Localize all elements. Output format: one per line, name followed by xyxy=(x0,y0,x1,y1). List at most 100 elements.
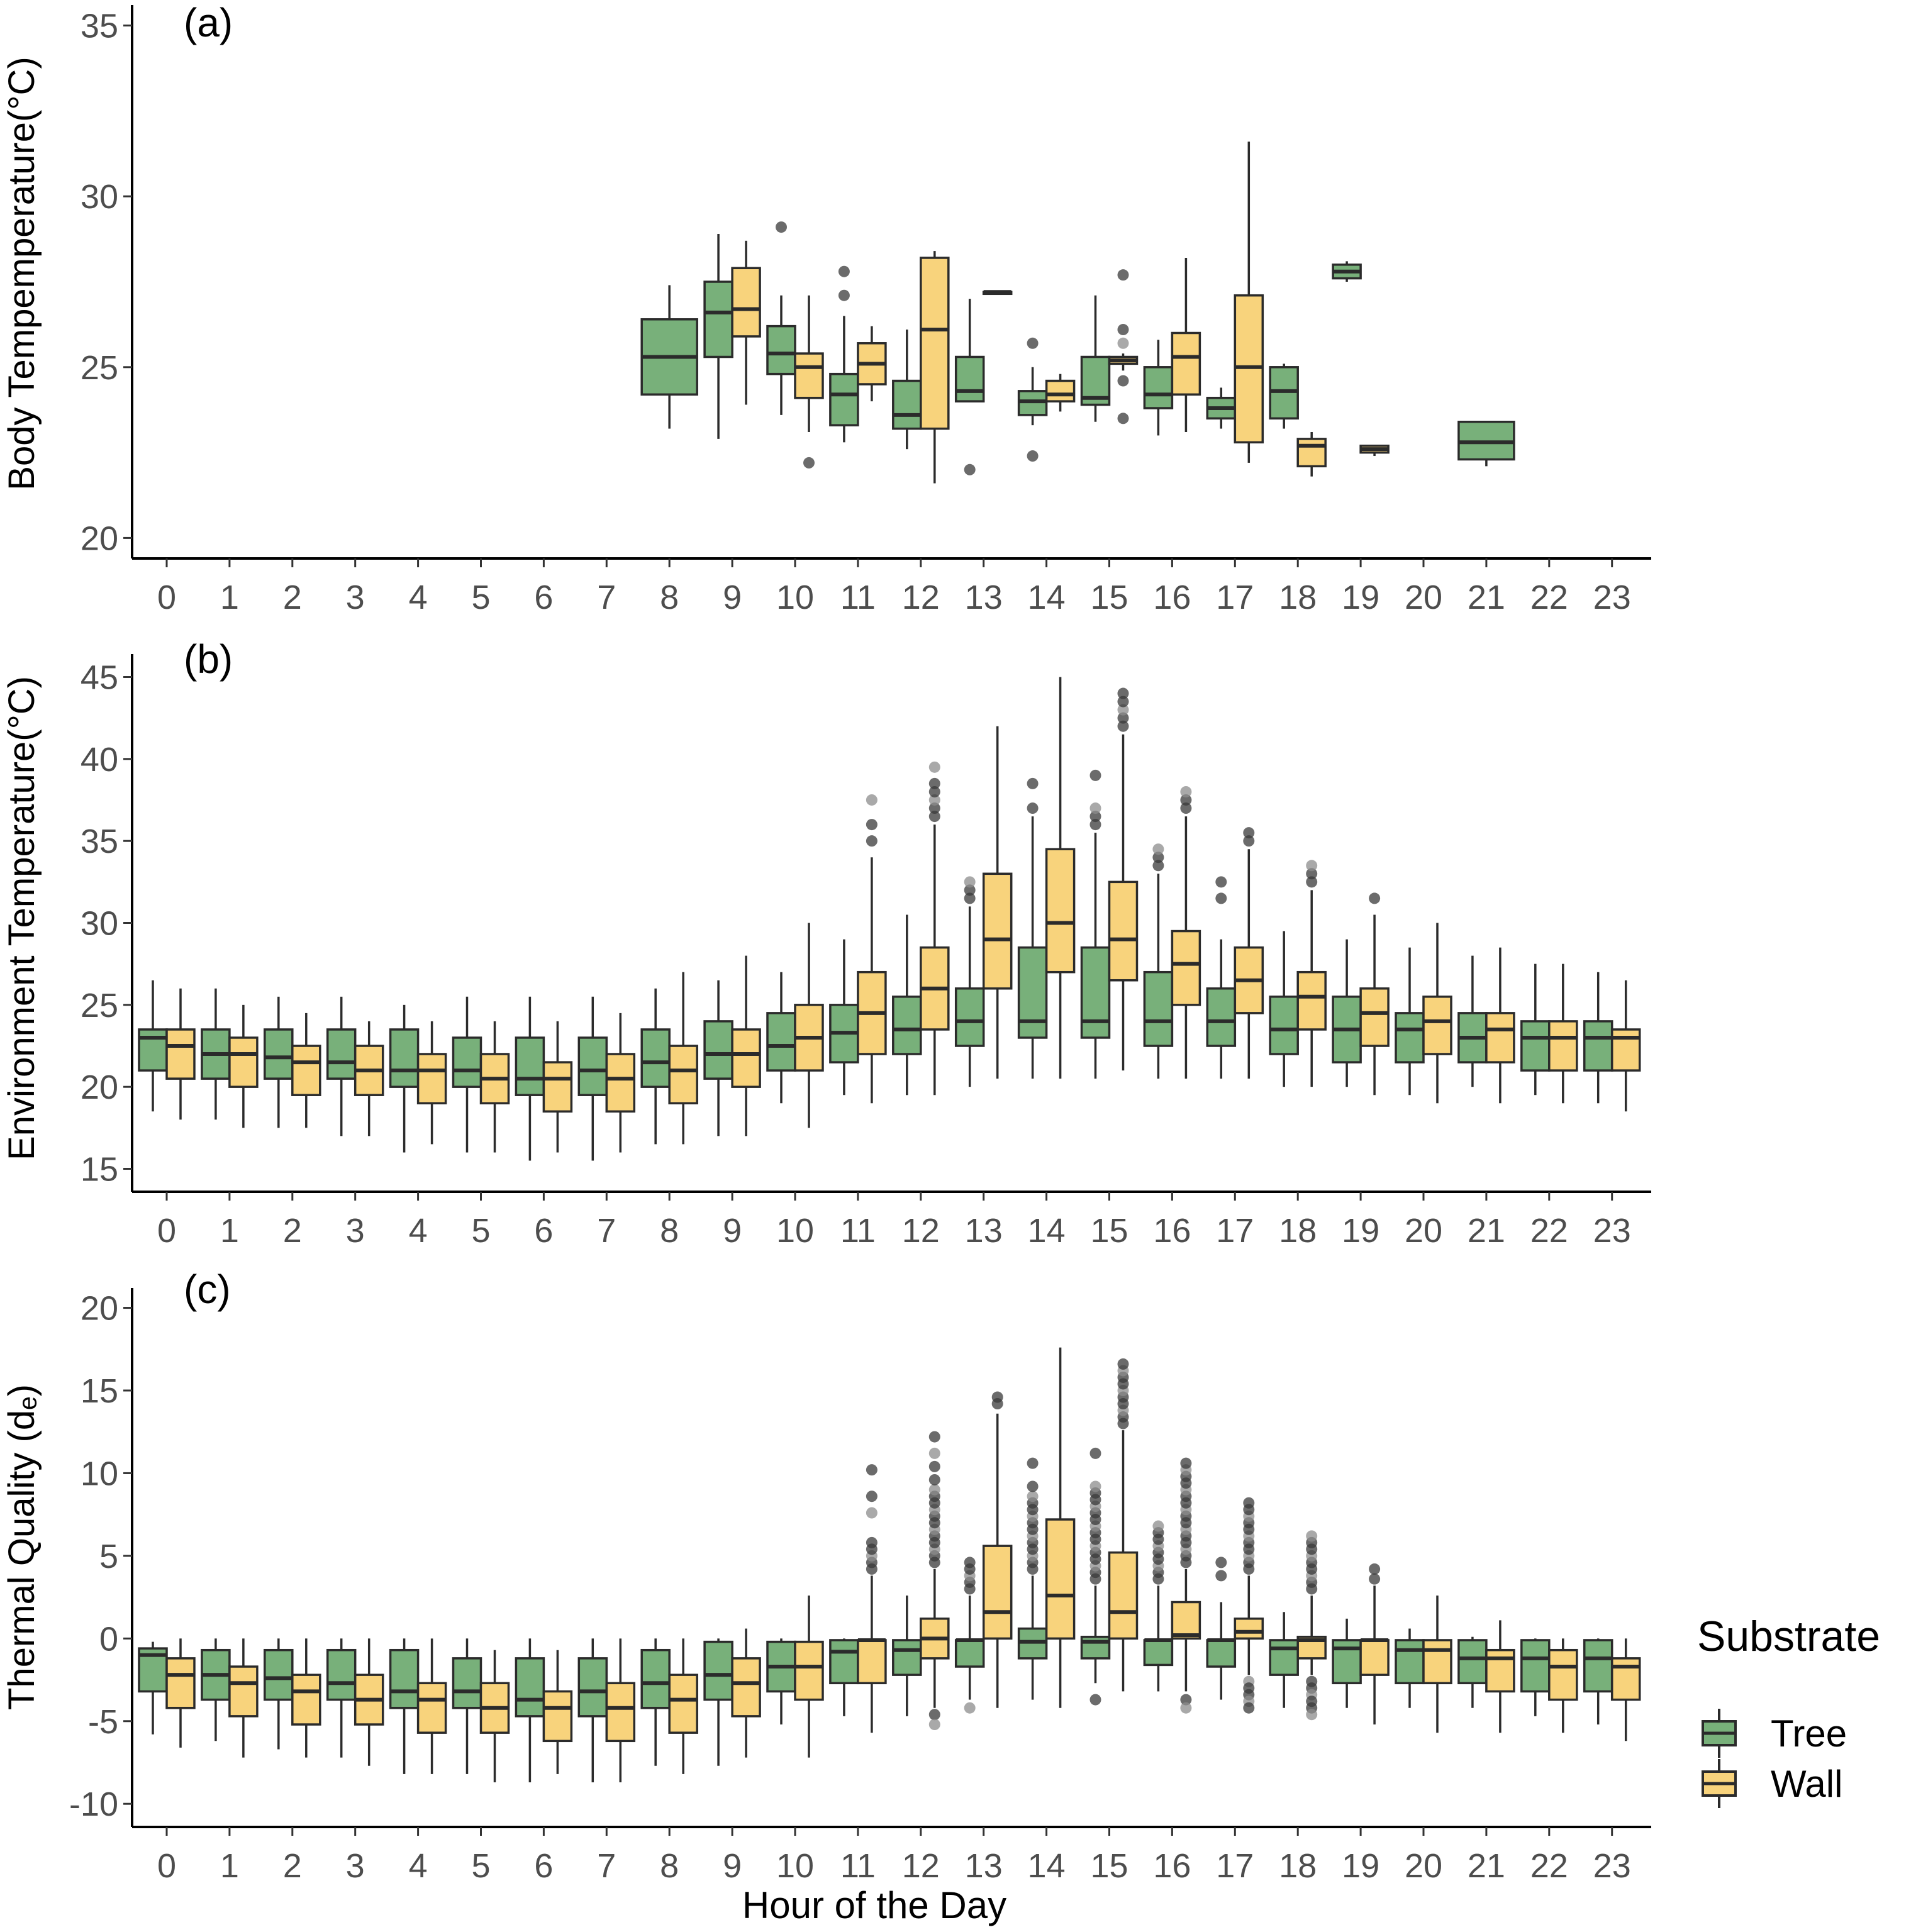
panel-c-x-tick-label: 15 xyxy=(1090,1847,1128,1885)
panel-b-x-tick-label: 8 xyxy=(660,1212,679,1250)
panel-c-box-h23-wall xyxy=(1610,1638,1641,1741)
panel-c-box-h11-wall-outlier xyxy=(866,1491,878,1502)
panel-b-box-h13-tree xyxy=(954,876,985,1087)
panel-c-x-tick-label: 3 xyxy=(346,1847,365,1885)
panel-b-box-h9-tree-iqr xyxy=(703,1020,733,1080)
panel-b-x-tick-label: 12 xyxy=(902,1212,940,1250)
panel-b-box-h12-wall-outlier xyxy=(928,794,940,806)
panel-c-box-h16-wall-iqr xyxy=(1171,1601,1201,1640)
panel-b-box-h2-tree xyxy=(264,996,294,1128)
panel-c-box-h16-tree-iqr xyxy=(1143,1639,1174,1667)
panel-b-box-h12-wall-outlier xyxy=(928,777,940,789)
panel-c-box-h16-wall-outlier xyxy=(1180,1694,1192,1706)
panel-c-x-tick-label: 11 xyxy=(840,1847,876,1885)
panel-c-box-h18-wall xyxy=(1296,1530,1327,1721)
panel-a-x-tick-label: 5 xyxy=(471,579,490,616)
panel-b-box-h18-wall-outlier xyxy=(1306,876,1318,888)
panel-b-box-h16-tree-outlier xyxy=(1152,860,1164,872)
panel-b-box-h9-wall-iqr xyxy=(731,1028,761,1088)
panel-b-box-h2-tree-iqr xyxy=(264,1028,294,1080)
panel-c-box-h6-wall-iqr xyxy=(542,1690,573,1743)
panel-c-box-h21-wall xyxy=(1485,1620,1515,1733)
panel-c-x-tick-label: 19 xyxy=(1342,1847,1379,1885)
panel-a-x-tick-label: 3 xyxy=(346,579,365,616)
panel-b-box-h2-wall-iqr xyxy=(291,1045,321,1096)
panel-c-box-h14-wall-iqr xyxy=(1045,1518,1076,1640)
panel-c-box-h10-wall-iqr xyxy=(794,1640,824,1701)
panel-c-box-h12-wall-outlier xyxy=(928,1709,940,1721)
panel-c-box-h5-tree xyxy=(452,1638,482,1774)
panel-b-box-h22-tree-iqr xyxy=(1520,1020,1551,1072)
panel-b-box-h3-tree-iqr xyxy=(326,1028,357,1080)
panel-b-box-h21-wall xyxy=(1485,947,1515,1104)
panel-b-box-h8-tree xyxy=(640,988,671,1145)
panel-a-box-h9-tree-iqr xyxy=(703,280,733,358)
panel-c-box-h10-wall xyxy=(794,1595,824,1758)
panel-a-box-h15-wall-outlier xyxy=(1117,337,1129,349)
panel-c-x-tick-label: 6 xyxy=(534,1847,553,1885)
panel-a-box-h19-wall xyxy=(1359,444,1390,457)
panel-a-box-h12-wall xyxy=(920,251,950,484)
panel-c-box-h8-tree-iqr xyxy=(640,1648,671,1709)
panel-a-x-tick-label: 9 xyxy=(723,579,742,616)
panel-b-x-tick-label: 0 xyxy=(157,1212,176,1250)
panel-c-box-h15-wall-iqr xyxy=(1108,1551,1139,1640)
panel-b-label: (b) xyxy=(184,636,233,682)
panel-c-box-h7-tree-iqr xyxy=(577,1657,608,1718)
panel-b-box-h15-wall-outlier xyxy=(1117,712,1129,724)
panel-a-box-h14-tree-outlier xyxy=(1027,450,1039,462)
panel-b-box-h6-wall xyxy=(542,1021,573,1153)
panel-c-box-h17-wall-iqr xyxy=(1234,1618,1264,1640)
panel-c-box-h3-wall xyxy=(354,1638,384,1766)
panel-b-box-h4-tree-iqr xyxy=(389,1028,420,1088)
panel-c-box-h20-wall-iqr xyxy=(1422,1639,1452,1685)
panel-c-box-h1-wall xyxy=(228,1638,259,1758)
panel-b-y-tick-label: 20 xyxy=(81,1069,118,1106)
panel-a-box-h18-tree xyxy=(1269,364,1299,429)
panel-a-x-tick-label: 15 xyxy=(1090,579,1128,616)
panel-a-box-h17-wall xyxy=(1234,142,1264,463)
panel-b-box-h6-wall-iqr xyxy=(542,1061,573,1113)
panel-a-box-h10-tree xyxy=(766,221,796,415)
panel-b-box-h0-tree xyxy=(138,980,168,1112)
panel-a-x-tick-label: 1 xyxy=(220,579,239,616)
panel-a-box-h15-wall-outlier xyxy=(1117,324,1129,336)
panel-b-box-h15-tree-iqr xyxy=(1080,946,1111,1039)
panel-b-box-h3-wall xyxy=(354,1021,384,1136)
panel-c-box-h12-wall-outlier xyxy=(928,1719,940,1731)
panel-c-box-h12-wall-outlier xyxy=(928,1447,940,1459)
panel-b-box-h17-wall-outlier xyxy=(1243,835,1255,847)
panel-b-y-tick-label: 30 xyxy=(81,905,118,943)
panel-a-box-h14-tree xyxy=(1017,337,1048,462)
panel-b-box-h18-tree xyxy=(1269,931,1299,1087)
panel-b-box-h15-wall-outlier xyxy=(1117,696,1129,708)
panel-b-box-h15-wall-outlier xyxy=(1117,687,1129,699)
panel-b-x-tick-label: 16 xyxy=(1153,1212,1191,1250)
panel-c-x-tick-label: 20 xyxy=(1405,1847,1442,1885)
panel-c-x-tick-label: 22 xyxy=(1530,1847,1568,1885)
panel-b-box-h14-tree-outlier xyxy=(1027,777,1039,789)
panel-c-box-h14-wall xyxy=(1045,1347,1076,1708)
panel-c-box-h0-wall xyxy=(165,1638,196,1748)
panel-b-box-h12-wall-outlier xyxy=(928,802,940,814)
panel-c-box-h22-wall xyxy=(1548,1638,1578,1733)
panel-b-x-tick-label: 17 xyxy=(1216,1212,1254,1250)
panel-b-box-h23-wall-iqr xyxy=(1610,1028,1641,1072)
panel-c-box-h23-tree-iqr xyxy=(1583,1639,1613,1693)
panel-b-y-tick-label: 40 xyxy=(81,741,118,779)
panel-c-box-h6-tree xyxy=(515,1638,545,1783)
panel-c-box-h13-tree-iqr xyxy=(954,1639,985,1668)
panel-a-box-h15-tree xyxy=(1080,295,1111,422)
panel-b-box-h13-wall-iqr xyxy=(982,872,1013,990)
panel-c-box-h11-tree-iqr xyxy=(829,1639,859,1685)
panel-b-box-h17-tree-iqr xyxy=(1206,987,1237,1047)
panel-c-box-h17-wall xyxy=(1234,1497,1264,1714)
panel-c-box-h19-wall-outlier xyxy=(1369,1573,1381,1585)
panel-c-box-h13-tree-outlier xyxy=(964,1557,976,1568)
panel-a-box-h16-wall-iqr xyxy=(1171,331,1201,396)
panel-b-box-h17-wall xyxy=(1234,827,1264,1079)
panel-b-box-h14-tree-iqr xyxy=(1017,946,1048,1039)
